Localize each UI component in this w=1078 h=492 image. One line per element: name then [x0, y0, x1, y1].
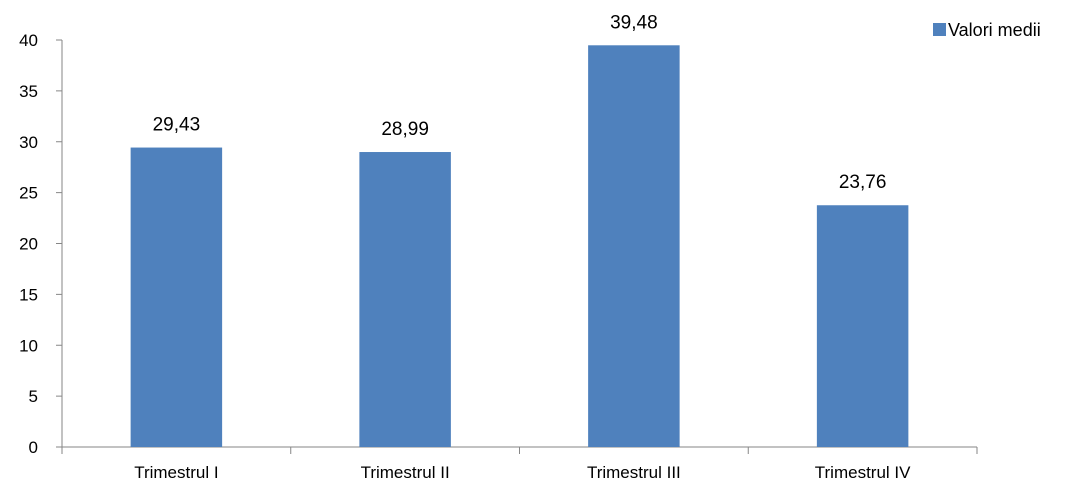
legend-swatch — [933, 23, 946, 36]
y-tick-label: 25 — [19, 184, 38, 203]
x-category-label: Trimestrul III — [587, 463, 681, 482]
legend-label: Valori medii — [948, 20, 1041, 40]
bar-value-label: 39,48 — [610, 12, 658, 33]
x-axis: Trimestrul I Trimestrul II Trimestrul III T… — [61, 446, 978, 482]
x-category-label: Trimestrul IV — [815, 463, 911, 482]
y-tick-label: 20 — [19, 235, 38, 254]
bar-value-label: 29,43 — [153, 115, 201, 136]
y-tick-label: 30 — [19, 133, 38, 152]
legend: Valori medii — [933, 20, 1041, 40]
y-tick-label: 40 — [19, 31, 38, 50]
bar-value-label: 28,99 — [381, 119, 429, 140]
y-tick-label: 5 — [29, 387, 38, 406]
data-labels: 29,43 28,99 39,48 23,76 — [153, 12, 887, 193]
bar-value-label: 23,76 — [839, 172, 887, 193]
y-tick-label: 0 — [29, 438, 38, 457]
bar — [359, 152, 451, 448]
y-tick-label: 10 — [19, 336, 38, 355]
y-tick-label: 15 — [19, 285, 38, 304]
bar — [588, 45, 680, 447]
y-axis: 0 5 10 15 20 25 30 35 40 — [19, 31, 63, 457]
x-category-label: Trimestrul II — [361, 463, 450, 482]
y-tick-label: 35 — [19, 82, 38, 101]
bar — [816, 205, 909, 447]
x-category-label: Trimestrul I — [134, 463, 218, 482]
bars — [130, 45, 909, 448]
bar — [130, 147, 223, 447]
